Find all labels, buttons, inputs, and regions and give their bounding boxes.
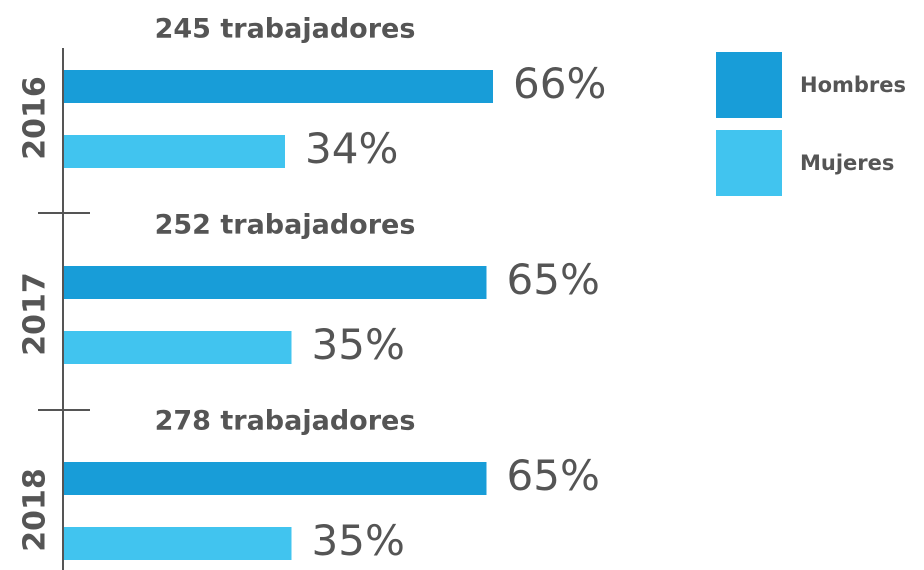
value-label: 65% xyxy=(507,255,600,304)
group-total: 245 trabajadores xyxy=(155,14,416,45)
group-total: 252 trabajadores xyxy=(155,210,416,241)
legend-label: Mujeres xyxy=(800,151,894,175)
legend-swatch xyxy=(716,52,782,118)
legend-swatch xyxy=(716,130,782,196)
value-label: 66% xyxy=(513,59,606,108)
bar xyxy=(64,331,292,364)
bar xyxy=(64,135,285,168)
year-label: 2018 xyxy=(18,468,53,552)
bar xyxy=(64,266,487,299)
value-label: 34% xyxy=(305,124,398,173)
legend-label: Hombres xyxy=(800,73,906,97)
value-label: 35% xyxy=(312,516,405,565)
year-label: 2017 xyxy=(18,272,53,356)
year-label: 2016 xyxy=(18,76,53,160)
value-label: 35% xyxy=(312,320,405,369)
value-label: 65% xyxy=(507,451,600,500)
bar xyxy=(64,462,487,495)
group-total: 278 trabajadores xyxy=(155,406,416,437)
bar xyxy=(64,70,493,103)
bar xyxy=(64,527,292,560)
